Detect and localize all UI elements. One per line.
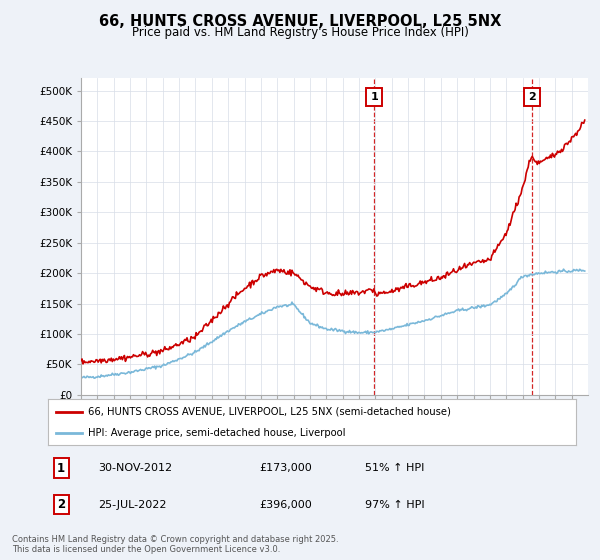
Text: HPI: Average price, semi-detached house, Liverpool: HPI: Average price, semi-detached house,…	[88, 428, 345, 438]
Text: £396,000: £396,000	[259, 500, 312, 510]
Text: 51% ↑ HPI: 51% ↑ HPI	[365, 463, 424, 473]
Text: 66, HUNTS CROSS AVENUE, LIVERPOOL, L25 5NX: 66, HUNTS CROSS AVENUE, LIVERPOOL, L25 5…	[99, 14, 501, 29]
Text: 97% ↑ HPI: 97% ↑ HPI	[365, 500, 424, 510]
Text: 2: 2	[57, 498, 65, 511]
Text: Contains HM Land Registry data © Crown copyright and database right 2025.
This d: Contains HM Land Registry data © Crown c…	[12, 535, 338, 554]
Text: 1: 1	[370, 92, 378, 102]
Text: Price paid vs. HM Land Registry's House Price Index (HPI): Price paid vs. HM Land Registry's House …	[131, 26, 469, 39]
Text: £173,000: £173,000	[259, 463, 312, 473]
Text: 66, HUNTS CROSS AVENUE, LIVERPOOL, L25 5NX (semi-detached house): 66, HUNTS CROSS AVENUE, LIVERPOOL, L25 5…	[88, 407, 451, 417]
Text: 2: 2	[528, 92, 536, 102]
Text: 25-JUL-2022: 25-JUL-2022	[98, 500, 167, 510]
Text: 1: 1	[57, 462, 65, 475]
Text: 30-NOV-2012: 30-NOV-2012	[98, 463, 172, 473]
